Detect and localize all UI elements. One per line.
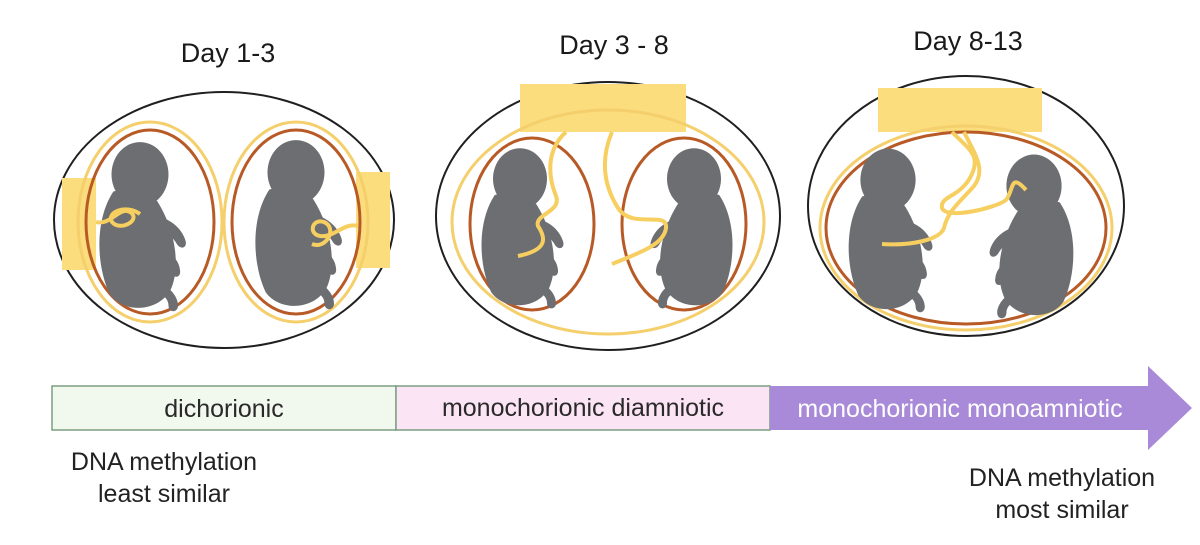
- twin-1-right: [222, 120, 370, 324]
- amnion-1b: [222, 120, 370, 324]
- placenta-shared-2: [520, 84, 686, 132]
- chorion-1b: [230, 128, 362, 316]
- chorion-3: [818, 124, 1114, 332]
- timeline-bar: dichorionic monochorionic diamniotic mon…: [51, 366, 1192, 450]
- stage-label-1: Day 1-3: [181, 38, 276, 68]
- placenta-right: [356, 172, 390, 268]
- amnion-2b: [620, 136, 748, 312]
- note-right-line-1: DNA methylation: [969, 464, 1155, 492]
- umbilical-cord-3: [939, 130, 1028, 216]
- umbilical-cord-3b: [881, 131, 982, 247]
- umbilical-cord-1b: [310, 219, 359, 247]
- timeline-label-monochorionic-diamniotic: monochorionic diamniotic: [442, 394, 724, 422]
- timeline-label-dichorionic: dichorionic: [164, 395, 284, 423]
- timeline-segment-dichorionic: [51, 385, 397, 431]
- chorion-1a: [84, 128, 216, 316]
- umbilical-cord-1a: [95, 207, 142, 228]
- stage-label-2: Day 3 - 8: [559, 30, 669, 60]
- amnion-1a: [76, 120, 224, 324]
- twin-2-left: [468, 130, 596, 312]
- timeline-label-monochorionic-monoamniotic: monochorionic monoamniotic: [797, 395, 1122, 423]
- timeline-arrow-monochorionic-monoamniotic: [770, 366, 1192, 450]
- note-left-line-1: DNA methylation: [71, 448, 257, 476]
- stage-2-illustration: Day 3 - 8: [435, 30, 781, 351]
- timeline-segment-monochorionic-diamniotic: [395, 385, 771, 431]
- twin-1-left: [76, 120, 224, 324]
- stage-label-3: Day 8-13: [913, 26, 1023, 56]
- note-right-line-2: most similar: [995, 496, 1128, 524]
- note-left-line-2: least similar: [98, 480, 230, 508]
- umbilical-cord-2a: [517, 130, 568, 258]
- stage-3-illustration: Day 8-13: [807, 26, 1125, 337]
- amnion-2a: [468, 136, 596, 312]
- umbilical-cord-2b: [602, 131, 668, 266]
- twin-2-right: [602, 131, 748, 312]
- chorion-outer-2: [450, 108, 766, 336]
- stage-1-illustration: Day 1-3: [53, 38, 395, 349]
